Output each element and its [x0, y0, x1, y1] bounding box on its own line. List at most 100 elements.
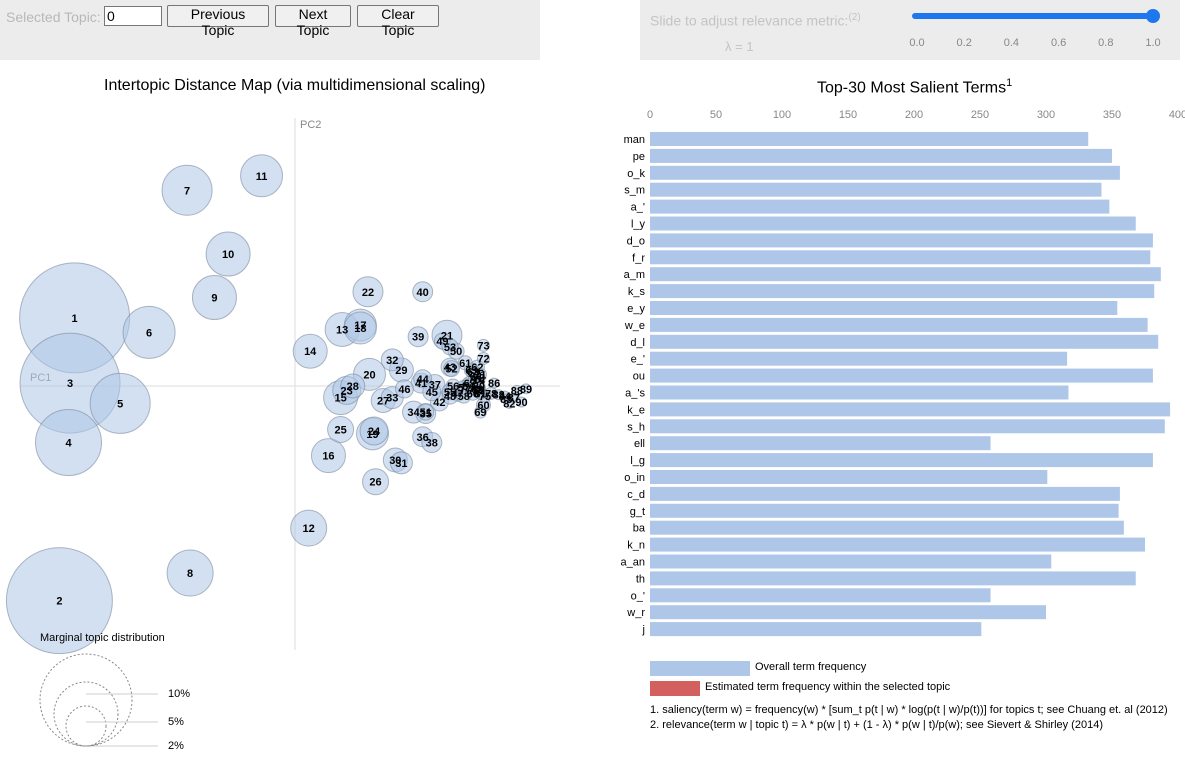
- term-label[interactable]: e_y: [627, 303, 645, 315]
- next-topic-button[interactable]: Next Topic: [275, 5, 351, 38]
- topic-bubble-73[interactable]: [476, 338, 490, 352]
- term-label[interactable]: a_'s: [625, 388, 645, 400]
- topic-bubble-28[interactable]: [340, 373, 366, 399]
- term-bar-ell[interactable]: [650, 436, 991, 451]
- topic-bubble-2[interactable]: [5, 547, 113, 655]
- topic-bubble-25[interactable]: [327, 416, 355, 443]
- term-label[interactable]: k_s: [628, 286, 646, 298]
- term-bar-a_an[interactable]: [650, 554, 1052, 569]
- term-bar-a_'[interactable]: [650, 199, 1110, 214]
- topic-bubble-5[interactable]: [89, 372, 151, 434]
- topic-bubble-31[interactable]: [389, 451, 413, 475]
- topic-bubble-52[interactable]: [443, 360, 461, 378]
- topic-bubble-8[interactable]: [166, 549, 214, 597]
- term-bar-s_m[interactable]: [650, 182, 1102, 197]
- selected-topic-input[interactable]: [104, 6, 162, 26]
- topic-bubble-11[interactable]: [240, 154, 284, 198]
- term-bar-d_o[interactable]: [650, 233, 1153, 248]
- topic-bubble-45[interactable]: [422, 382, 442, 402]
- topic-bubble-51[interactable]: [417, 403, 435, 421]
- clear-topic-button[interactable]: Clear Topic: [357, 5, 439, 38]
- term-bar-ba[interactable]: [650, 520, 1124, 535]
- term-label[interactable]: k_e: [627, 404, 645, 416]
- term-label[interactable]: pe: [633, 151, 645, 163]
- term-label[interactable]: man: [624, 134, 645, 146]
- term-bar-g_t[interactable]: [650, 503, 1119, 518]
- previous-topic-button[interactable]: Previous Topic: [167, 5, 269, 38]
- term-bar-k_e[interactable]: [650, 402, 1171, 417]
- term-bar-e_'[interactable]: [650, 351, 1068, 366]
- term-label[interactable]: d_l: [630, 337, 645, 349]
- term-label[interactable]: e_': [631, 354, 645, 366]
- relevance-slider-track[interactable]: [912, 13, 1152, 19]
- relevance-slider-thumb[interactable]: [1146, 9, 1160, 23]
- term-label[interactable]: g_t: [630, 506, 645, 518]
- topic-bubble-16[interactable]: [310, 438, 346, 474]
- term-label[interactable]: ou: [633, 371, 645, 383]
- topic-bubble-32[interactable]: [380, 348, 404, 372]
- topic-bubble-9[interactable]: [191, 275, 237, 321]
- topic-bubble-81[interactable]: [473, 386, 487, 400]
- term-bar-pe[interactable]: [650, 148, 1112, 163]
- term-bar-w_e[interactable]: [650, 317, 1148, 332]
- topic-bubble-69[interactable]: [473, 405, 487, 419]
- term-bar-f_r[interactable]: [650, 250, 1151, 265]
- topic-bubble-53[interactable]: [441, 338, 459, 356]
- term-label[interactable]: c_d: [627, 489, 645, 501]
- term-label[interactable]: s_h: [627, 421, 645, 433]
- term-bar-man[interactable]: [650, 132, 1089, 146]
- topic-bubble-7[interactable]: [161, 164, 213, 216]
- term-bar-a_m[interactable]: [650, 267, 1161, 282]
- topic-bubble-26[interactable]: [362, 468, 390, 496]
- term-label[interactable]: w_e: [624, 320, 645, 332]
- topic-bubble-44[interactable]: [413, 369, 433, 389]
- topic-bubble-89[interactable]: [520, 383, 532, 395]
- term-label[interactable]: a_an: [621, 557, 645, 569]
- term-label[interactable]: l_y: [631, 219, 646, 231]
- term-bar-k_s[interactable]: [650, 284, 1155, 299]
- topic-bubble-46[interactable]: [394, 379, 414, 399]
- term-label[interactable]: o_': [631, 590, 645, 602]
- topic-bubble-12[interactable]: [290, 509, 328, 547]
- term-label[interactable]: ba: [633, 523, 646, 535]
- term-label[interactable]: f_r: [632, 252, 645, 264]
- term-label[interactable]: a_m: [624, 269, 645, 281]
- topic-bubble-40[interactable]: [412, 281, 434, 303]
- term-label[interactable]: th: [636, 573, 645, 585]
- term-bar-k_n[interactable]: [650, 537, 1145, 552]
- term-label[interactable]: w_r: [626, 607, 645, 619]
- topic-bubble-72[interactable]: [476, 351, 490, 365]
- topic-bubble-4[interactable]: [35, 409, 103, 477]
- term-bar-o_'[interactable]: [650, 588, 991, 603]
- term-bar-th[interactable]: [650, 571, 1136, 586]
- term-label[interactable]: k_n: [627, 540, 645, 552]
- topic-bubble-77[interactable]: [458, 382, 472, 396]
- topic-bubble-86[interactable]: [488, 377, 500, 389]
- topic-bubble-22[interactable]: [352, 276, 384, 308]
- term-label[interactable]: a_': [631, 202, 645, 214]
- term-bar-s_h[interactable]: [650, 419, 1165, 434]
- term-bar-a_'s[interactable]: [650, 385, 1069, 400]
- topic-bubble-38[interactable]: [421, 432, 443, 454]
- term-label[interactable]: l_g: [630, 455, 645, 467]
- term-bar-j[interactable]: [650, 622, 982, 637]
- topic-bubble-14[interactable]: [292, 333, 328, 369]
- term-bar-l_y[interactable]: [650, 216, 1136, 231]
- term-bar-w_r[interactable]: [650, 605, 1046, 620]
- topic-bubble-39[interactable]: [407, 326, 429, 348]
- term-bar-l_g[interactable]: [650, 453, 1153, 468]
- term-bar-ou[interactable]: [650, 368, 1153, 383]
- topic-bubble-18[interactable]: [343, 311, 377, 345]
- term-label[interactable]: o_in: [624, 472, 645, 484]
- term-label[interactable]: o_k: [627, 168, 645, 180]
- term-label[interactable]: s_m: [624, 185, 645, 197]
- topic-bubble-24[interactable]: [359, 416, 389, 446]
- topic-bubble-6[interactable]: [122, 305, 176, 359]
- term-bar-d_l[interactable]: [650, 334, 1159, 349]
- term-label[interactable]: j: [642, 624, 645, 636]
- term-label[interactable]: d_o: [627, 235, 645, 247]
- term-label[interactable]: ell: [634, 438, 645, 450]
- term-bar-o_k[interactable]: [650, 165, 1120, 180]
- topic-bubble-10[interactable]: [205, 231, 251, 277]
- topic-bubble-90[interactable]: [515, 396, 527, 408]
